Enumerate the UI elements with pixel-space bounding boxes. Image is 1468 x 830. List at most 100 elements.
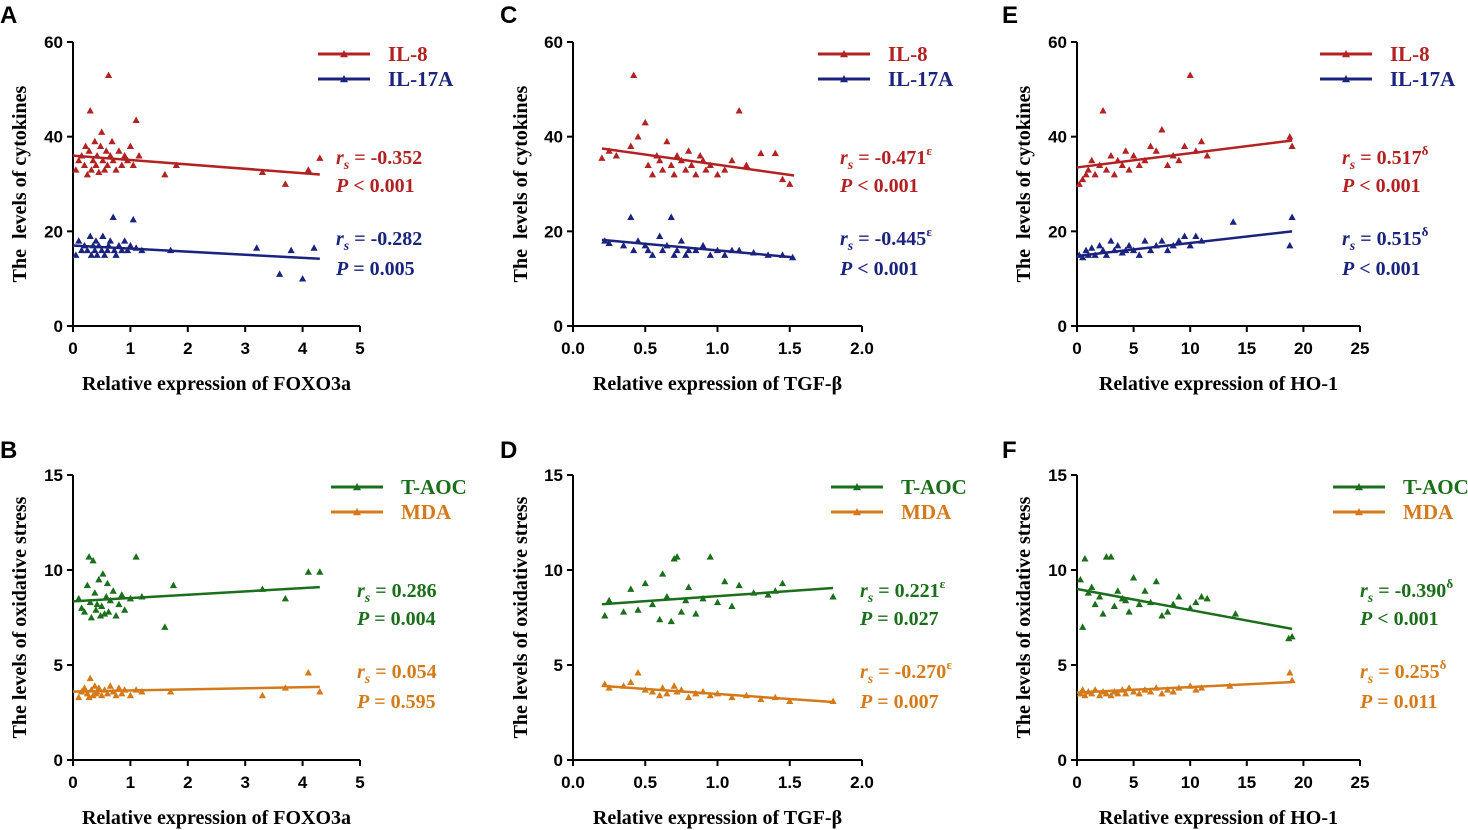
data-point	[1286, 133, 1294, 140]
data-point	[1079, 623, 1087, 630]
data-point	[1096, 241, 1104, 249]
data-point	[1146, 688, 1155, 695]
data-point	[102, 593, 110, 600]
data-point	[253, 244, 261, 251]
data-point	[692, 610, 700, 617]
data-point	[99, 156, 107, 164]
data-point	[310, 244, 318, 251]
x-tick-label: 20	[1294, 339, 1313, 358]
p-value: P < 0.001	[335, 175, 415, 197]
data-point	[1125, 166, 1133, 173]
data-point	[1114, 156, 1122, 164]
legend-label: IL-8	[388, 42, 428, 66]
stat-annotation: rs = -0.282 P = 0.005	[335, 228, 422, 280]
y-tick-label: 5	[554, 656, 563, 675]
data-point	[1075, 251, 1083, 258]
data-point	[1288, 213, 1296, 221]
p-value: P = 0.011	[1359, 691, 1438, 713]
data-point	[634, 237, 642, 244]
data-point	[648, 170, 657, 178]
data-point	[1125, 241, 1133, 249]
y-tick-label: 10	[544, 561, 563, 580]
series-t-aoc	[1076, 553, 1296, 642]
data-point	[118, 161, 126, 168]
regression-line	[72, 585, 320, 603]
data-point	[778, 175, 787, 183]
data-point	[1197, 684, 1206, 691]
y-tick-label: 40	[544, 128, 563, 147]
spearman-r: rs = 0.221ε	[860, 576, 946, 606]
data-point	[1163, 161, 1172, 168]
data-point	[78, 246, 86, 254]
data-point	[601, 237, 609, 244]
data-point	[87, 686, 95, 693]
data-point	[91, 589, 99, 596]
data-point	[1130, 688, 1138, 695]
data-point	[619, 241, 628, 249]
data-point	[1096, 161, 1104, 168]
data-point	[641, 686, 649, 693]
data-point	[92, 606, 100, 613]
data-point	[1197, 593, 1206, 600]
data-point	[789, 253, 797, 261]
data-point	[682, 251, 690, 258]
y-axis-label: The levels of oxidative stress	[9, 496, 31, 738]
data-point	[1107, 152, 1115, 159]
data-point	[1192, 232, 1200, 239]
data-point	[764, 591, 772, 598]
p-value: P = 0.005	[335, 258, 415, 280]
spearman-r: rs = -0.270ε	[860, 657, 952, 687]
data-point	[138, 246, 146, 254]
data-point	[106, 237, 114, 244]
data-point	[1197, 137, 1206, 145]
data-point	[1075, 180, 1083, 187]
data-point	[1135, 600, 1143, 608]
data-point	[742, 161, 750, 168]
data-point	[1175, 156, 1183, 164]
data-point	[98, 128, 106, 135]
data-point	[132, 553, 140, 560]
data-point	[706, 161, 714, 168]
data-point	[93, 600, 101, 608]
data-point	[757, 149, 765, 157]
spearman-r: rs = 0.255δ	[1360, 657, 1447, 687]
data-point	[91, 246, 99, 254]
data-point	[728, 602, 736, 609]
data-point	[1203, 152, 1211, 159]
y-tick-label: 40	[44, 128, 63, 147]
spearman-r: rs = 0.517δ	[1342, 143, 1429, 173]
data-point	[87, 613, 95, 621]
data-point	[1076, 689, 1084, 697]
data-point	[72, 166, 80, 173]
data-point	[83, 581, 91, 589]
data-point	[91, 137, 99, 145]
data-point	[87, 166, 95, 173]
data-point	[85, 147, 93, 154]
y-tick-label: 10	[44, 561, 63, 580]
data-point	[75, 156, 83, 164]
data-point	[601, 680, 609, 687]
data-point	[1169, 688, 1177, 695]
data-point	[757, 695, 765, 703]
data-point	[78, 152, 86, 159]
stat-annotation: rs = 0.054 P = 0.595	[356, 661, 437, 713]
data-point	[1146, 246, 1155, 254]
data-point	[648, 600, 657, 608]
data-point	[1186, 682, 1194, 689]
data-point	[258, 585, 267, 592]
x-axis-label: Relative expression of FOXO3a	[82, 373, 351, 395]
x-tick-label: 0	[68, 773, 77, 792]
data-point	[1118, 161, 1126, 168]
y-tick-label: 5	[1058, 656, 1067, 675]
data-point	[1118, 249, 1126, 256]
data-point	[699, 156, 707, 164]
data-point	[713, 689, 722, 697]
data-point	[1122, 147, 1130, 154]
y-tick-label: 0	[54, 751, 63, 770]
data-point	[118, 689, 126, 697]
p-value: P = 0.004	[356, 608, 436, 630]
data-point	[721, 251, 729, 258]
